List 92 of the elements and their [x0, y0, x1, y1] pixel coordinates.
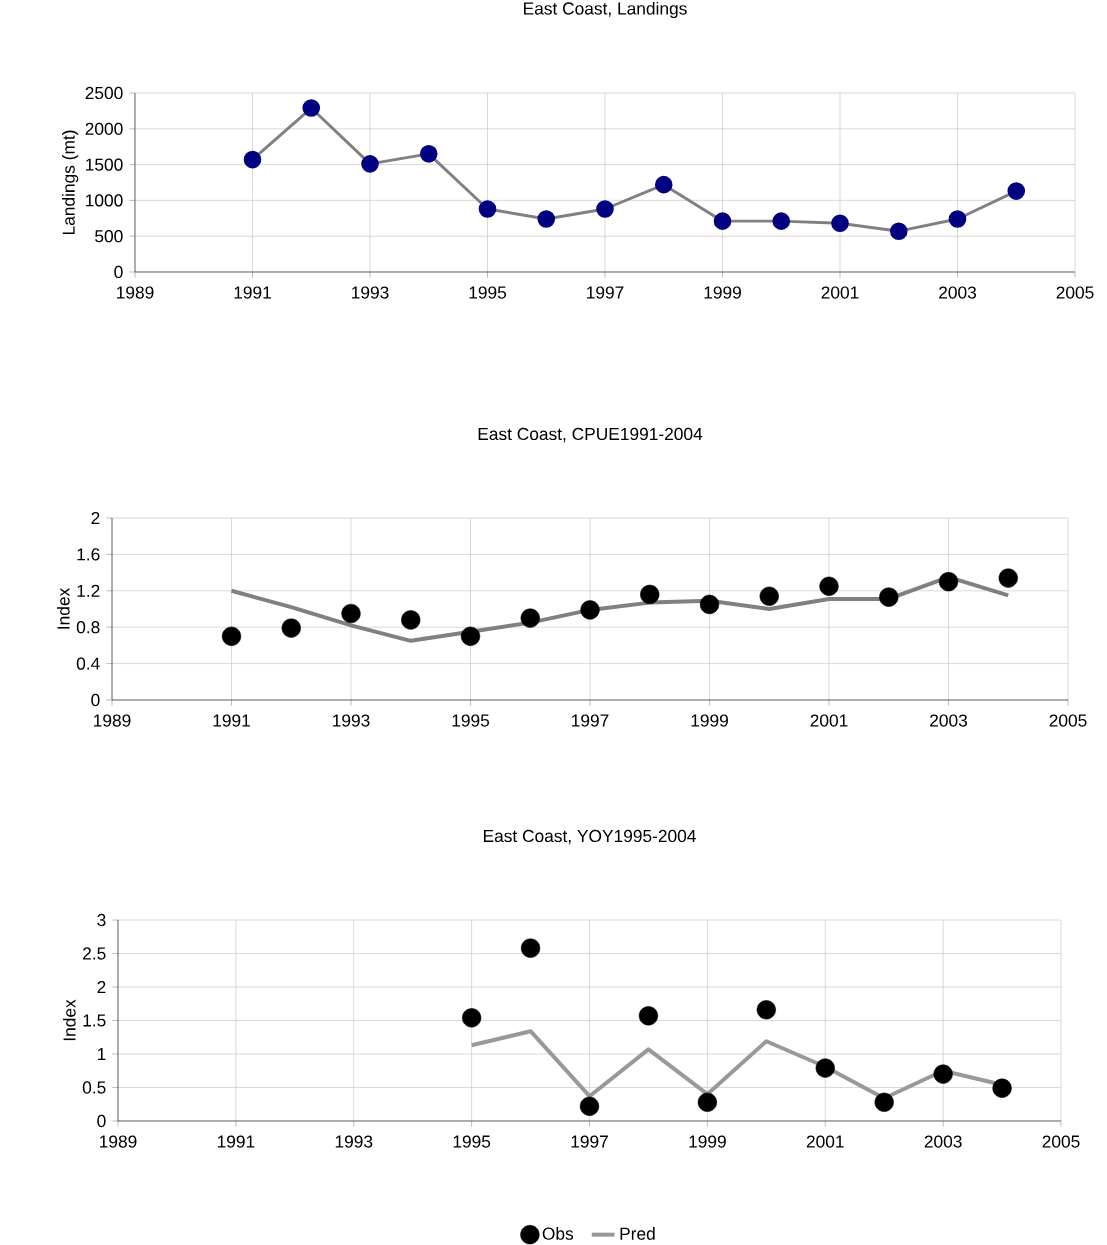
y-tick-label: 1.5 [83, 1014, 106, 1027]
y-tick-label: 2 [91, 511, 100, 525]
y-tick-label: 1000 [86, 194, 123, 207]
x-tick-label: 1995 [453, 1135, 491, 1148]
y-axis-title: Index [62, 999, 76, 1041]
x-tick-label: 1999 [691, 714, 728, 727]
x-tick-label: 2005 [1049, 714, 1087, 727]
chart-title: East Coast, Landings [524, 1, 687, 19]
legend-label: Obs [542, 1227, 574, 1240]
y-axis-title: Index [56, 587, 70, 629]
x-tick-label: 2001 [810, 714, 848, 727]
point [831, 214, 849, 233]
x-tick-label: 1989 [100, 1135, 137, 1148]
point [520, 938, 541, 958]
point [281, 618, 301, 638]
y-tick-label: 2 [97, 980, 106, 994]
point [713, 212, 732, 230]
y-tick-label: 0 [114, 265, 123, 279]
point [596, 200, 614, 218]
x-tick-label: 1991 [213, 714, 250, 727]
x-tick-label: 1993 [352, 286, 389, 299]
y-tick-label: 1.6 [77, 548, 100, 561]
point [640, 584, 660, 605]
point [998, 568, 1018, 588]
point [302, 99, 321, 117]
y-tick-label: 2000 [85, 122, 123, 135]
point [243, 150, 262, 169]
x-tick-label: 1989 [94, 714, 131, 727]
point [874, 1092, 894, 1112]
point [1007, 182, 1026, 200]
x-tick-label: 2001 [821, 286, 859, 299]
y-tick-label: 2.5 [83, 947, 106, 960]
y-tick-label: 2500 [85, 86, 123, 100]
point [756, 1000, 776, 1020]
point [819, 576, 839, 596]
point [520, 608, 540, 628]
y-tick-label: 0 [91, 693, 100, 707]
point [699, 594, 720, 615]
point [361, 155, 379, 173]
x-tick-label: 2005 [1056, 286, 1094, 299]
point [341, 603, 361, 624]
y-tick-label: 0 [97, 1114, 106, 1128]
x-tick-label: 1991 [217, 1135, 255, 1148]
point [697, 1092, 717, 1112]
y-tick-label: 1.2 [77, 584, 100, 597]
x-tick-label: 1993 [335, 1135, 373, 1148]
y-axis-title: Landings (mt) [62, 130, 79, 235]
x-tick-label: 1999 [689, 1135, 726, 1148]
x-tick-label: 2001 [806, 1135, 844, 1148]
point [462, 1008, 482, 1028]
x-tick-label: 1997 [571, 1135, 608, 1148]
point [537, 210, 556, 228]
y-tick-label: 1 [97, 1048, 106, 1060]
point [933, 1064, 953, 1084]
legend-label: Pred [620, 1227, 655, 1240]
point [419, 145, 438, 163]
point [638, 1006, 659, 1026]
point [948, 210, 967, 228]
y-tick-label: 0.4 [76, 657, 100, 670]
y-tick-label: 500 [95, 230, 123, 243]
y-tick-label: 0.8 [76, 621, 100, 634]
x-tick-label: 1991 [234, 286, 271, 299]
point [478, 200, 497, 218]
x-tick-label: 1997 [587, 286, 624, 299]
x-tick-label: 1993 [333, 714, 370, 727]
x-tick-label: 2003 [930, 714, 968, 727]
x-tick-label: 2003 [924, 1135, 962, 1148]
point [221, 626, 242, 646]
chart-title: East Coast, YOY1995-2004 [483, 829, 696, 845]
x-tick-label: 1995 [469, 286, 507, 299]
point [759, 586, 779, 606]
x-tick-label: 1989 [117, 286, 154, 299]
y-tick-label: 3 [97, 913, 106, 927]
x-tick-label: 1995 [452, 714, 490, 727]
y-tick-label: 1500 [86, 158, 123, 171]
point [815, 1058, 835, 1078]
y-tick-label: 0.5 [82, 1081, 106, 1094]
x-tick-label: 1999 [704, 286, 741, 299]
point [579, 1096, 600, 1116]
x-tick-label: 1997 [572, 714, 609, 727]
point [654, 175, 673, 194]
point [460, 626, 481, 646]
chart-title: East Coast, CPUE1991-2004 [478, 427, 703, 443]
x-tick-label: 2003 [939, 286, 977, 299]
point [401, 610, 421, 630]
point [879, 587, 899, 607]
x-tick-label: 2005 [1042, 1135, 1080, 1148]
point [938, 572, 959, 592]
point [772, 212, 791, 230]
point [889, 222, 908, 240]
point [992, 1078, 1012, 1098]
point [580, 600, 600, 620]
